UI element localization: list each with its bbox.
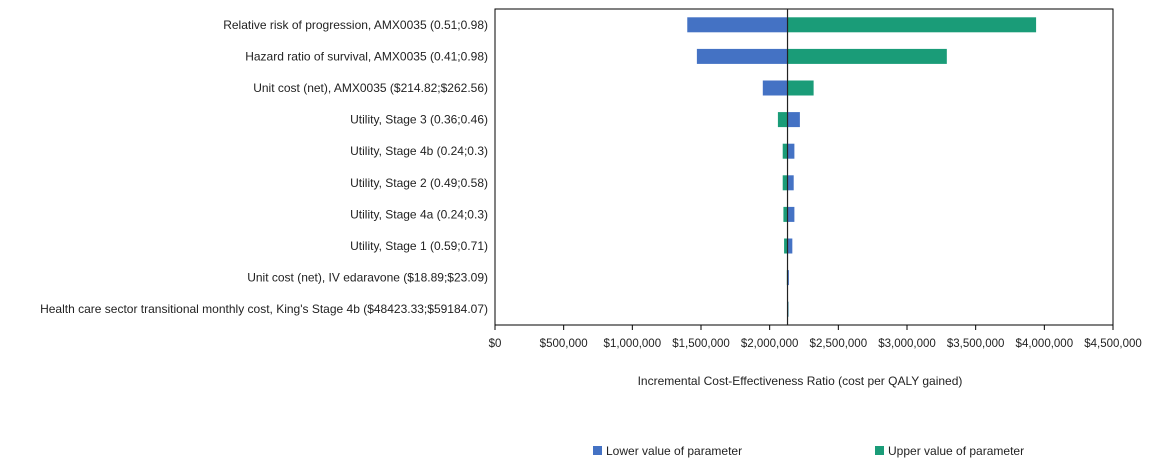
- bar-upper-value: [782, 175, 788, 191]
- plot-area-frame: [494, 8, 1114, 326]
- x-tick-label: $3,500,000: [947, 338, 1005, 350]
- bar-lower-value: [787, 270, 789, 286]
- bar-upper-value: [787, 80, 814, 96]
- bar-lower-value: [687, 17, 788, 33]
- legend-label-upper: Upper value of parameter: [888, 444, 1024, 458]
- bar-lower-value: [787, 175, 794, 191]
- category-label: Utility, Stage 1 (0.59;0.71): [350, 239, 488, 253]
- x-tick-label: $3,000,000: [878, 338, 936, 350]
- category-label: Utility, Stage 4b (0.24;0.3): [350, 144, 488, 158]
- category-label: Utility, Stage 3 (0.36;0.46): [350, 113, 488, 127]
- category-label: Hazard ratio of survival, AMX0035 (0.41;…: [245, 49, 488, 63]
- x-axis-ticks: $0 $500,000 $1,000,000 $1,500,000 $2,000,000…: [489, 325, 1142, 350]
- category-label: Relative risk of progression, AMX0035 (0…: [223, 18, 488, 32]
- category-label: Utility, Stage 4a (0.24;0.3): [350, 207, 488, 221]
- bar-upper-value: [783, 206, 788, 222]
- bar-lower-value: [696, 48, 788, 64]
- bar-lower-value: [787, 143, 795, 159]
- bar-upper-value: [784, 238, 788, 254]
- legend-swatch-lower: [593, 446, 602, 455]
- bars: [687, 17, 1037, 317]
- bar-upper-value: [777, 112, 788, 128]
- x-tick-label: $4,500,000: [1084, 338, 1142, 350]
- bar-upper-value: [787, 17, 1037, 33]
- bar-upper-value: [787, 48, 947, 64]
- x-tick-label: $2,500,000: [810, 338, 868, 350]
- bar-lower-value: [787, 238, 793, 254]
- bar-lower-value: [787, 112, 800, 128]
- category-label: Health care sector transitional monthly …: [40, 302, 488, 316]
- category-labels: Relative risk of progression, AMX0035 (0…: [40, 18, 488, 316]
- category-label: Utility, Stage 2 (0.49;0.58): [350, 176, 488, 190]
- legend: Lower value of parameter Upper value of …: [593, 444, 1024, 458]
- x-tick-label: $1,000,000: [604, 338, 662, 350]
- bar-upper-value: [782, 143, 788, 159]
- bar-lower-value: [762, 80, 788, 96]
- x-tick-label: $1,500,000: [672, 338, 730, 350]
- x-tick-label: $0: [489, 338, 502, 350]
- x-axis-title: Incremental Cost-Effectiveness Ratio (co…: [638, 374, 963, 388]
- x-tick-label: $2,000,000: [741, 338, 799, 350]
- category-label: Unit cost (net), IV edaravone ($18.89;$2…: [247, 271, 488, 285]
- category-label: Unit cost (net), AMX0035 ($214.82;$262.5…: [253, 81, 488, 95]
- bar-lower-value: [787, 206, 795, 222]
- x-tick-label: $500,000: [540, 338, 588, 350]
- legend-swatch-upper: [875, 446, 884, 455]
- x-tick-label: $4,000,000: [1016, 338, 1074, 350]
- legend-label-lower: Lower value of parameter: [606, 444, 742, 458]
